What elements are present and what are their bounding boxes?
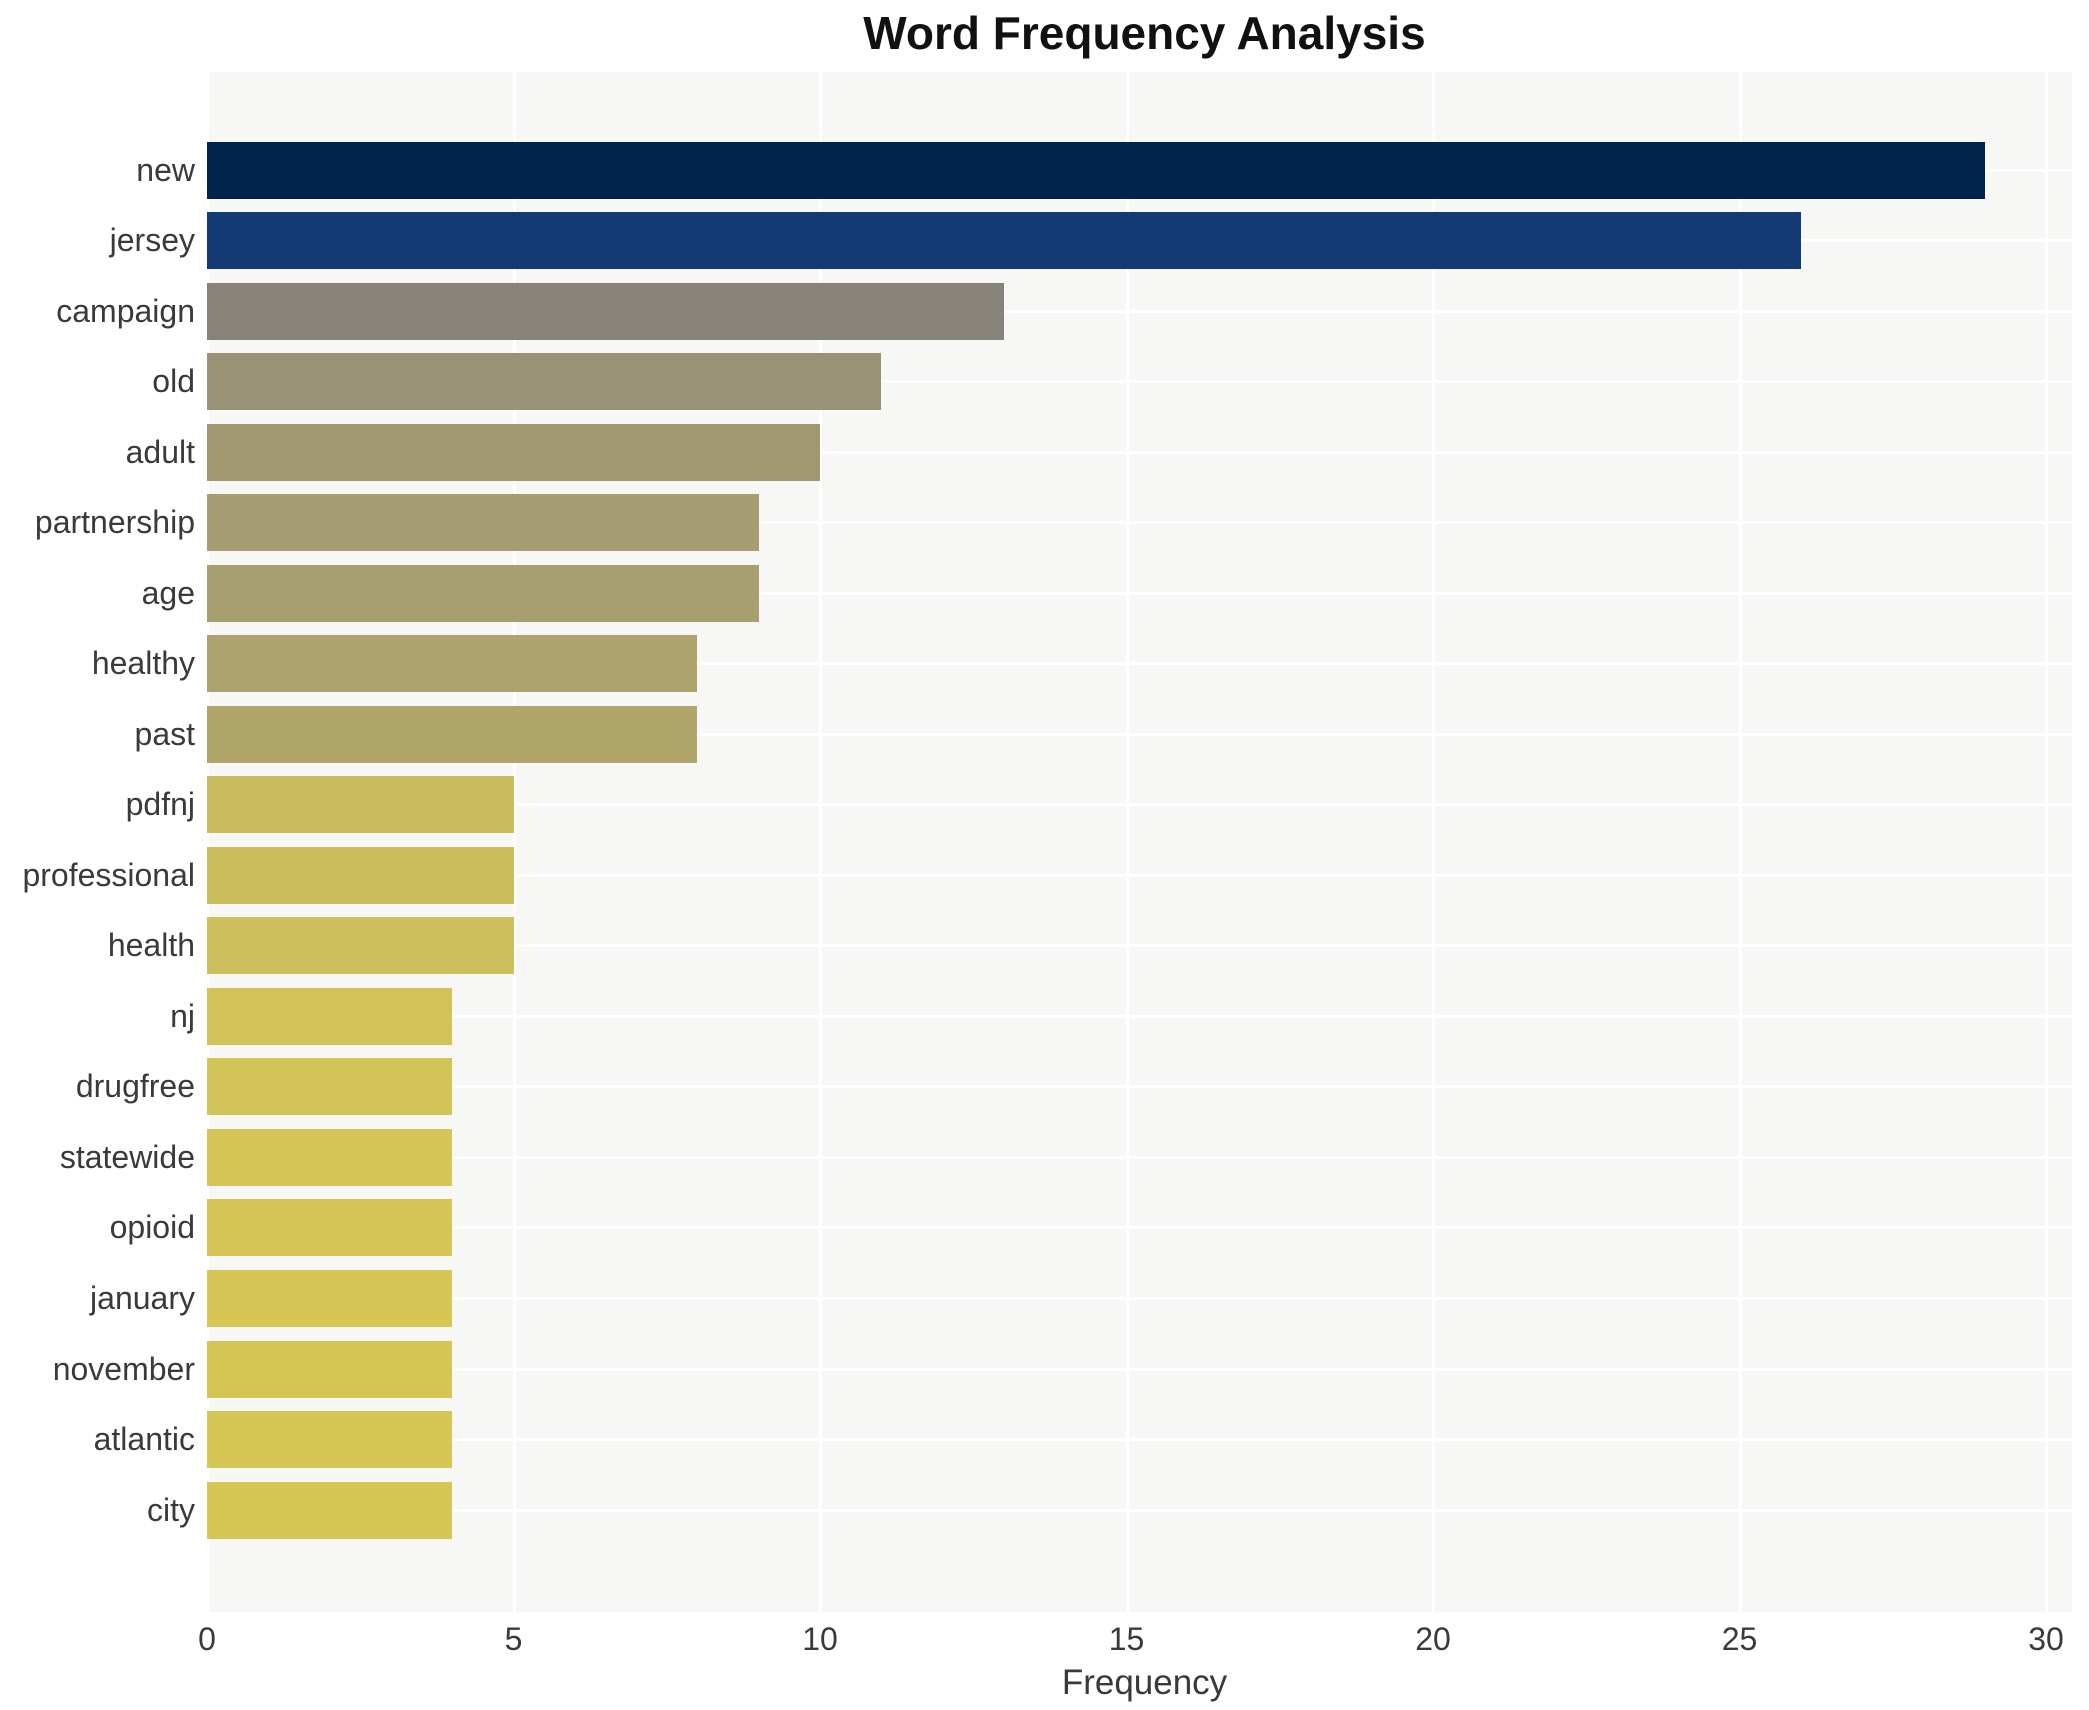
gridline-horizontal — [207, 1085, 2072, 1089]
y-tick-label-health: health — [107, 927, 195, 964]
y-tick-label-november: november — [52, 1350, 195, 1387]
y-tick-label-drugfree: drugfree — [75, 1068, 195, 1105]
gridline-horizontal — [207, 591, 2072, 595]
y-tick-label-opioid: opioid — [109, 1209, 195, 1246]
gridline-vertical — [206, 72, 209, 1612]
bar-partnership — [207, 494, 759, 552]
y-tick-label-adult: adult — [125, 433, 195, 470]
x-axis-label: Frequency — [1061, 1663, 1228, 1702]
gridline-vertical — [819, 72, 822, 1612]
gridline-horizontal — [207, 450, 2072, 454]
bar-professional — [207, 846, 514, 904]
gridline-horizontal — [207, 873, 2072, 877]
y-tick-label-campaign: campaign — [56, 292, 195, 329]
gridline-vertical — [1432, 72, 1435, 1612]
gridline-horizontal — [207, 1438, 2072, 1442]
gridline-horizontal — [207, 944, 2072, 948]
gridline-vertical — [1738, 72, 1742, 1612]
bar-health — [207, 917, 514, 975]
gridline-horizontal — [207, 1508, 2072, 1512]
x-tick-label-30: 30 — [2028, 1621, 2064, 1657]
bar-past — [207, 705, 698, 763]
y-tick-label-age: age — [141, 574, 195, 611]
plot-area — [206, 72, 2072, 1612]
bar-old — [207, 353, 882, 411]
gridline-horizontal — [207, 1155, 2072, 1159]
gridline-horizontal — [207, 1226, 2072, 1230]
x-tick-label-20: 20 — [1415, 1621, 1451, 1657]
gridline-horizontal — [207, 1296, 2072, 1300]
bar-opioid — [207, 1199, 453, 1257]
bar-healthy — [207, 635, 698, 693]
y-tick-label-pdfnj: pdfnj — [125, 786, 195, 823]
bar-atlantic — [207, 1411, 453, 1469]
gridline-vertical — [1125, 72, 1129, 1612]
y-tick-label-jersey: jersey — [109, 222, 195, 259]
bar-pdfnj — [207, 776, 514, 834]
chart-title: Word Frequency Analysis — [863, 7, 1426, 59]
bar-nj — [207, 987, 453, 1045]
x-tick-label-15: 15 — [1108, 1621, 1145, 1657]
y-tick-label-old: old — [152, 363, 195, 400]
bar-statewide — [207, 1128, 453, 1186]
gridline-horizontal — [207, 1014, 2072, 1018]
x-tick-label-10: 10 — [802, 1621, 838, 1657]
y-tick-label-professional: professional — [22, 856, 195, 893]
y-tick-label-atlantic: atlantic — [93, 1421, 195, 1458]
bar-adult — [207, 423, 820, 481]
y-tick-label-nj: nj — [170, 997, 195, 1034]
y-tick-label-statewide: statewide — [59, 1138, 195, 1175]
y-tick-label-partnership: partnership — [34, 504, 195, 541]
gridline-horizontal — [207, 380, 2072, 384]
x-tick-label-0: 0 — [198, 1621, 216, 1657]
y-tick-label-past: past — [134, 715, 195, 752]
gridline-horizontal — [207, 662, 2072, 666]
y-tick-label-healthy: healthy — [91, 645, 195, 682]
bar-age — [207, 564, 759, 622]
bar-january — [207, 1269, 453, 1327]
y-tick-label-city: city — [147, 1491, 195, 1528]
x-tick-label-25: 25 — [1721, 1621, 1758, 1657]
gridline-vertical — [512, 72, 516, 1612]
gridline-horizontal — [207, 521, 2072, 525]
x-tick-label-5: 5 — [504, 1621, 523, 1657]
bar-drugfree — [207, 1058, 453, 1116]
bar-november — [207, 1340, 453, 1398]
bar-city — [207, 1481, 453, 1539]
bar-jersey — [207, 212, 1801, 270]
y-tick-label-new: new — [136, 151, 195, 188]
gridline-horizontal — [207, 732, 2072, 736]
gridline-horizontal — [207, 309, 2072, 313]
bar-campaign — [207, 282, 1004, 340]
y-tick-label-january: january — [90, 1279, 195, 1316]
gridline-horizontal — [207, 1367, 2072, 1371]
gridline-horizontal — [207, 803, 2072, 807]
gridline-vertical — [2045, 72, 2048, 1612]
bar-new — [207, 141, 1985, 199]
